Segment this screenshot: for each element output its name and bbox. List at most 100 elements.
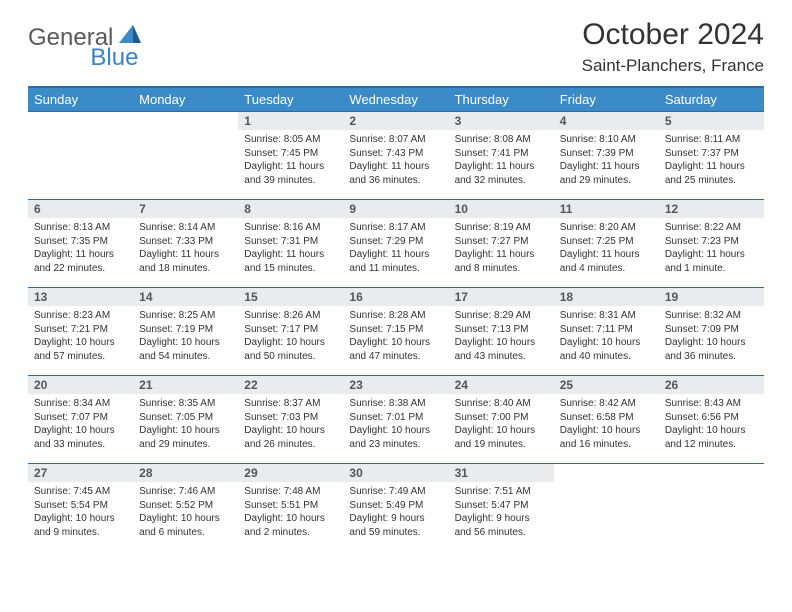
day-number: 18	[554, 288, 659, 306]
day-details: Sunrise: 8:42 AMSunset: 6:58 PMDaylight:…	[554, 394, 659, 455]
day-cell	[133, 112, 238, 200]
day-header: Thursday	[449, 87, 554, 112]
day-number: 23	[343, 376, 448, 394]
day-number: 31	[449, 464, 554, 482]
day-cell: 18Sunrise: 8:31 AMSunset: 7:11 PMDayligh…	[554, 288, 659, 376]
day-details: Sunrise: 7:48 AMSunset: 5:51 PMDaylight:…	[238, 482, 343, 543]
day-cell: 13Sunrise: 8:23 AMSunset: 7:21 PMDayligh…	[28, 288, 133, 376]
day-details: Sunrise: 8:10 AMSunset: 7:39 PMDaylight:…	[554, 130, 659, 191]
day-number: 3	[449, 112, 554, 130]
day-header: Sunday	[28, 87, 133, 112]
header: General Blue October 2024 Saint-Plancher…	[28, 18, 764, 76]
day-number: 19	[659, 288, 764, 306]
day-cell: 20Sunrise: 8:34 AMSunset: 7:07 PMDayligh…	[28, 376, 133, 464]
day-number: 30	[343, 464, 448, 482]
day-details: Sunrise: 8:08 AMSunset: 7:41 PMDaylight:…	[449, 130, 554, 191]
day-details: Sunrise: 7:45 AMSunset: 5:54 PMDaylight:…	[28, 482, 133, 543]
day-details: Sunrise: 8:35 AMSunset: 7:05 PMDaylight:…	[133, 394, 238, 455]
day-cell: 11Sunrise: 8:20 AMSunset: 7:25 PMDayligh…	[554, 200, 659, 288]
day-number: 8	[238, 200, 343, 218]
day-number: 20	[28, 376, 133, 394]
day-number: 1	[238, 112, 343, 130]
day-cell: 22Sunrise: 8:37 AMSunset: 7:03 PMDayligh…	[238, 376, 343, 464]
day-header: Monday	[133, 87, 238, 112]
day-cell: 19Sunrise: 8:32 AMSunset: 7:09 PMDayligh…	[659, 288, 764, 376]
day-details: Sunrise: 8:05 AMSunset: 7:45 PMDaylight:…	[238, 130, 343, 191]
day-details: Sunrise: 8:28 AMSunset: 7:15 PMDaylight:…	[343, 306, 448, 367]
day-details: Sunrise: 8:32 AMSunset: 7:09 PMDaylight:…	[659, 306, 764, 367]
week-row: 20Sunrise: 8:34 AMSunset: 7:07 PMDayligh…	[28, 376, 764, 464]
day-number: 25	[554, 376, 659, 394]
day-number: 14	[133, 288, 238, 306]
day-number: 15	[238, 288, 343, 306]
day-number: 24	[449, 376, 554, 394]
day-details: Sunrise: 8:26 AMSunset: 7:17 PMDaylight:…	[238, 306, 343, 367]
day-cell: 21Sunrise: 8:35 AMSunset: 7:05 PMDayligh…	[133, 376, 238, 464]
day-details: Sunrise: 8:34 AMSunset: 7:07 PMDaylight:…	[28, 394, 133, 455]
day-number: 2	[343, 112, 448, 130]
week-row: 27Sunrise: 7:45 AMSunset: 5:54 PMDayligh…	[28, 464, 764, 552]
day-number: 6	[28, 200, 133, 218]
day-number: 9	[343, 200, 448, 218]
day-details: Sunrise: 8:16 AMSunset: 7:31 PMDaylight:…	[238, 218, 343, 279]
day-number: 16	[343, 288, 448, 306]
day-details: Sunrise: 8:37 AMSunset: 7:03 PMDaylight:…	[238, 394, 343, 455]
day-number: 13	[28, 288, 133, 306]
day-details: Sunrise: 8:40 AMSunset: 7:00 PMDaylight:…	[449, 394, 554, 455]
day-details: Sunrise: 8:19 AMSunset: 7:27 PMDaylight:…	[449, 218, 554, 279]
day-details: Sunrise: 8:43 AMSunset: 6:56 PMDaylight:…	[659, 394, 764, 455]
day-number: 4	[554, 112, 659, 130]
day-cell: 23Sunrise: 8:38 AMSunset: 7:01 PMDayligh…	[343, 376, 448, 464]
day-cell: 25Sunrise: 8:42 AMSunset: 6:58 PMDayligh…	[554, 376, 659, 464]
calendar-table: Sunday Monday Tuesday Wednesday Thursday…	[28, 86, 764, 552]
day-number: 7	[133, 200, 238, 218]
day-cell: 8Sunrise: 8:16 AMSunset: 7:31 PMDaylight…	[238, 200, 343, 288]
day-header: Friday	[554, 87, 659, 112]
day-details: Sunrise: 8:23 AMSunset: 7:21 PMDaylight:…	[28, 306, 133, 367]
week-row: 6Sunrise: 8:13 AMSunset: 7:35 PMDaylight…	[28, 200, 764, 288]
day-cell: 30Sunrise: 7:49 AMSunset: 5:49 PMDayligh…	[343, 464, 448, 552]
day-details: Sunrise: 8:20 AMSunset: 7:25 PMDaylight:…	[554, 218, 659, 279]
day-cell: 10Sunrise: 8:19 AMSunset: 7:27 PMDayligh…	[449, 200, 554, 288]
day-header: Tuesday	[238, 87, 343, 112]
day-details: Sunrise: 8:29 AMSunset: 7:13 PMDaylight:…	[449, 306, 554, 367]
day-cell: 15Sunrise: 8:26 AMSunset: 7:17 PMDayligh…	[238, 288, 343, 376]
day-number: 11	[554, 200, 659, 218]
day-details: Sunrise: 8:14 AMSunset: 7:33 PMDaylight:…	[133, 218, 238, 279]
day-number: 12	[659, 200, 764, 218]
day-details: Sunrise: 8:25 AMSunset: 7:19 PMDaylight:…	[133, 306, 238, 367]
day-details: Sunrise: 7:51 AMSunset: 5:47 PMDaylight:…	[449, 482, 554, 543]
day-number: 10	[449, 200, 554, 218]
day-cell: 5Sunrise: 8:11 AMSunset: 7:37 PMDaylight…	[659, 112, 764, 200]
logo: General Blue	[28, 24, 194, 52]
day-details: Sunrise: 8:07 AMSunset: 7:43 PMDaylight:…	[343, 130, 448, 191]
day-number: 21	[133, 376, 238, 394]
day-cell: 17Sunrise: 8:29 AMSunset: 7:13 PMDayligh…	[449, 288, 554, 376]
day-details: Sunrise: 8:11 AMSunset: 7:37 PMDaylight:…	[659, 130, 764, 191]
day-cell: 6Sunrise: 8:13 AMSunset: 7:35 PMDaylight…	[28, 200, 133, 288]
day-number: 29	[238, 464, 343, 482]
day-number: 28	[133, 464, 238, 482]
day-cell: 31Sunrise: 7:51 AMSunset: 5:47 PMDayligh…	[449, 464, 554, 552]
day-header-row: Sunday Monday Tuesday Wednesday Thursday…	[28, 87, 764, 112]
day-header: Wednesday	[343, 87, 448, 112]
day-details: Sunrise: 7:46 AMSunset: 5:52 PMDaylight:…	[133, 482, 238, 543]
month-title: October 2024	[582, 18, 764, 52]
day-cell: 12Sunrise: 8:22 AMSunset: 7:23 PMDayligh…	[659, 200, 764, 288]
day-cell: 4Sunrise: 8:10 AMSunset: 7:39 PMDaylight…	[554, 112, 659, 200]
day-cell	[28, 112, 133, 200]
day-details: Sunrise: 8:17 AMSunset: 7:29 PMDaylight:…	[343, 218, 448, 279]
day-cell: 28Sunrise: 7:46 AMSunset: 5:52 PMDayligh…	[133, 464, 238, 552]
day-cell	[554, 464, 659, 552]
week-row: 1Sunrise: 8:05 AMSunset: 7:45 PMDaylight…	[28, 112, 764, 200]
day-cell: 16Sunrise: 8:28 AMSunset: 7:15 PMDayligh…	[343, 288, 448, 376]
day-number: 22	[238, 376, 343, 394]
day-cell: 7Sunrise: 8:14 AMSunset: 7:33 PMDaylight…	[133, 200, 238, 288]
day-cell: 14Sunrise: 8:25 AMSunset: 7:19 PMDayligh…	[133, 288, 238, 376]
day-cell: 2Sunrise: 8:07 AMSunset: 7:43 PMDaylight…	[343, 112, 448, 200]
day-details: Sunrise: 8:31 AMSunset: 7:11 PMDaylight:…	[554, 306, 659, 367]
day-cell: 3Sunrise: 8:08 AMSunset: 7:41 PMDaylight…	[449, 112, 554, 200]
location: Saint-Planchers, France	[582, 56, 764, 76]
logo-text-blue: Blue	[90, 44, 138, 72]
day-number: 26	[659, 376, 764, 394]
